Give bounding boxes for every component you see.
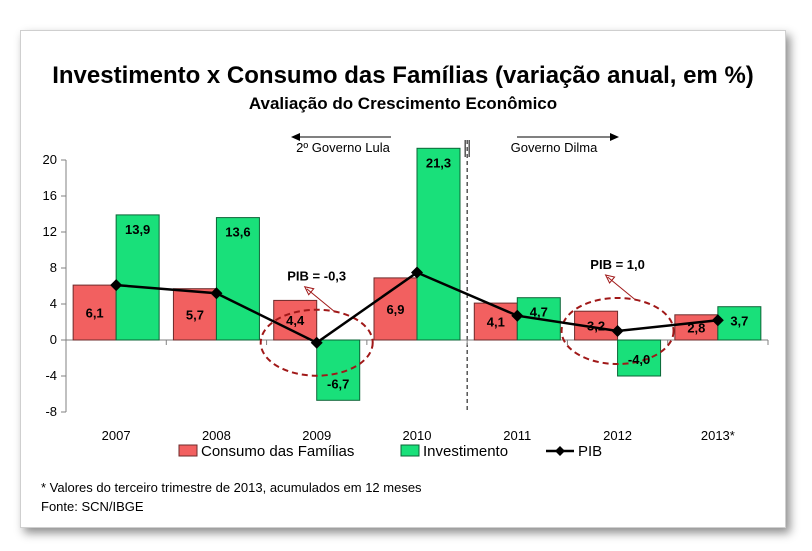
data-label-consumo: 4,4: [286, 313, 305, 328]
chart-title: Investimento x Consumo das Famílias (var…: [52, 62, 754, 89]
legend-swatch: [178, 444, 198, 457]
data-label-investimento: -4,0: [628, 352, 650, 367]
legend-marker: [555, 446, 565, 456]
data-label-consumo: 6,1: [86, 306, 104, 321]
dilma-arrow-head: [610, 133, 619, 141]
y-tick-label: -4: [45, 368, 57, 383]
y-tick-label: 12: [43, 224, 57, 239]
legend-swatch: [400, 444, 420, 457]
y-tick-label: 4: [50, 296, 57, 311]
governo-lula-label: 2º Governo Lula: [296, 140, 390, 155]
pib-annotation: PIB = 1,0: [590, 257, 645, 272]
data-label-consumo: 6,9: [386, 302, 404, 317]
data-label-investimento: 13,6: [225, 225, 250, 240]
x-tick-label: 2012: [603, 428, 632, 443]
data-label-investimento: -6,7: [327, 376, 349, 391]
x-tick-label: 2010: [403, 428, 432, 443]
y-tick-label: 20: [43, 152, 57, 167]
source-note: Fonte: SCN/IBGE: [41, 499, 144, 514]
pib-marker: [611, 325, 624, 337]
bar-investimento: [115, 214, 160, 341]
pib-marker: [110, 279, 123, 292]
bar-investimento: [717, 306, 762, 341]
pib-annotation: PIB = -0,3: [287, 269, 346, 284]
chart-subtitle: Avaliação do Crescimento Econômico: [249, 94, 557, 113]
x-tick-label: 2008: [202, 428, 231, 443]
data-label-consumo: 5,7: [186, 307, 204, 322]
annotation-arrow-head: [303, 285, 315, 296]
bar-consumo: [72, 284, 117, 341]
chart: Investimento x Consumo das Famílias (var…: [41, 62, 769, 514]
bar-consumo: [172, 288, 217, 341]
y-tick-label: 0: [50, 332, 57, 347]
legend-label: Consumo das Famílias: [201, 443, 354, 460]
y-tick-label: -8: [45, 404, 57, 419]
pib-marker: [310, 336, 323, 349]
highlight-ellipse: [560, 297, 675, 365]
pib-marker: [711, 314, 724, 327]
bar-investimento: [617, 339, 662, 377]
y-tick-label: 16: [43, 188, 57, 203]
annotation-arrow: [306, 288, 336, 313]
pib-marker: [210, 287, 223, 300]
pib-marker: [411, 266, 423, 279]
legend-label: Investimento: [423, 443, 508, 460]
y-tick-label: 8: [50, 260, 57, 275]
x-tick-label: 2011: [503, 428, 531, 443]
chart-frame: Investimento x Consumo das Famílias (var…: [20, 30, 786, 528]
legend-label: PIB: [578, 443, 602, 460]
data-label-consumo: 2,8: [687, 320, 705, 335]
annotation-arrow-head: [604, 274, 616, 284]
data-label-consumo: 4,1: [487, 315, 505, 330]
data-label-investimento: 13,9: [125, 222, 150, 237]
footnote: * Valores do terceiro trimestre de 2013,…: [41, 480, 422, 495]
pib-marker: [511, 309, 524, 322]
x-tick-label: 2007: [102, 428, 131, 443]
lula-arrow-head: [291, 133, 300, 141]
bar-investimento: [215, 217, 260, 341]
data-label-investimento: 4,7: [530, 305, 548, 320]
x-tick-label: 2013*: [701, 428, 735, 443]
data-label-investimento: 21,3: [426, 155, 451, 170]
bar-investimento: [316, 339, 361, 401]
data-label-consumo: 3,2: [587, 319, 605, 334]
annotation-arrow: [607, 276, 636, 301]
data-label-investimento: 3,7: [730, 314, 748, 329]
highlight-ellipse: [259, 308, 374, 377]
bar-investimento: [416, 147, 461, 341]
governo-dilma-label: Governo Dilma: [511, 140, 598, 155]
x-tick-label: 2009: [302, 428, 331, 443]
